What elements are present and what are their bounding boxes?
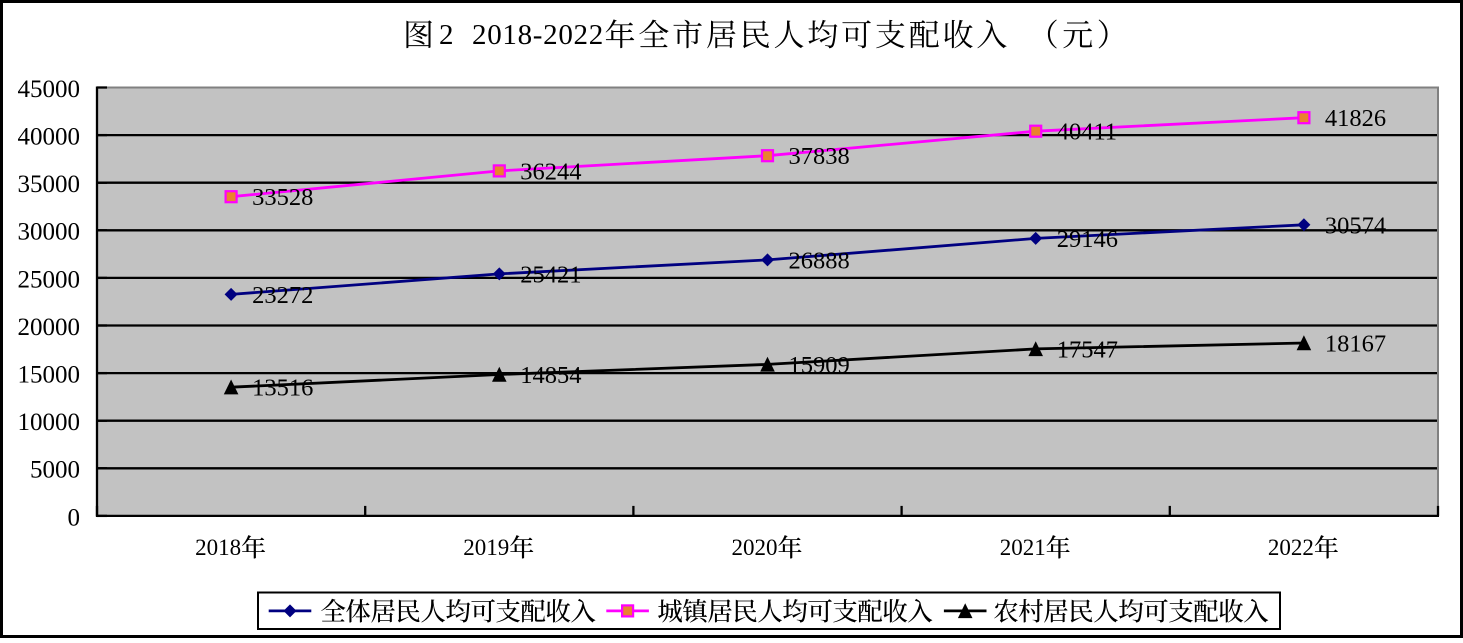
svg-text:37838: 37838 xyxy=(789,143,850,170)
svg-text:40000: 40000 xyxy=(18,124,81,151)
svg-text:18167: 18167 xyxy=(1325,331,1386,358)
svg-text:2022: 2022 xyxy=(1268,535,1314,560)
svg-text:45000: 45000 xyxy=(18,76,81,103)
svg-text:30574: 30574 xyxy=(1325,212,1386,239)
svg-text:13516: 13516 xyxy=(252,375,313,402)
svg-text:2018-2022: 2018-2022 xyxy=(472,19,604,51)
svg-text:35000: 35000 xyxy=(18,171,81,198)
svg-text:15000: 15000 xyxy=(18,362,81,389)
svg-text:15909: 15909 xyxy=(789,352,850,379)
svg-text:23272: 23272 xyxy=(252,282,313,309)
svg-text:20000: 20000 xyxy=(18,314,81,341)
svg-text:36244: 36244 xyxy=(520,158,581,185)
svg-text:0: 0 xyxy=(68,504,81,531)
svg-text:2021: 2021 xyxy=(1000,535,1046,560)
svg-text:17547: 17547 xyxy=(1057,336,1118,363)
svg-text:41826: 41826 xyxy=(1325,105,1386,132)
svg-text:2: 2 xyxy=(439,19,454,51)
svg-text:10000: 10000 xyxy=(18,409,81,436)
svg-text:14854: 14854 xyxy=(520,362,581,389)
svg-text:25421: 25421 xyxy=(520,261,581,288)
svg-text:30000: 30000 xyxy=(18,219,81,246)
svg-text:33528: 33528 xyxy=(252,184,313,211)
svg-text:25000: 25000 xyxy=(18,266,81,293)
svg-text:29146: 29146 xyxy=(1057,226,1118,253)
svg-text:40411: 40411 xyxy=(1057,119,1117,146)
svg-text:26888: 26888 xyxy=(789,247,850,274)
svg-text:2018: 2018 xyxy=(195,535,241,560)
svg-text:5000: 5000 xyxy=(30,457,80,484)
svg-text:2020: 2020 xyxy=(732,535,778,560)
svg-text:2019: 2019 xyxy=(463,535,509,560)
